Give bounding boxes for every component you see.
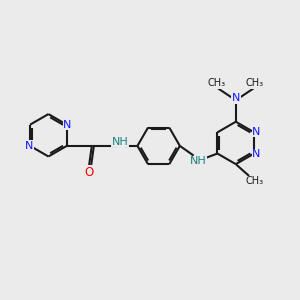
- Text: NH: NH: [189, 157, 206, 166]
- Text: N: N: [63, 120, 72, 130]
- Text: O: O: [84, 166, 94, 179]
- Text: CH₃: CH₃: [208, 79, 226, 88]
- Text: NH: NH: [112, 137, 129, 147]
- Text: N: N: [252, 149, 261, 159]
- Text: CH₃: CH₃: [246, 79, 264, 88]
- Text: N: N: [252, 127, 261, 137]
- Text: N: N: [232, 93, 240, 103]
- Text: CH₃: CH₃: [245, 176, 263, 186]
- Text: N: N: [25, 141, 34, 151]
